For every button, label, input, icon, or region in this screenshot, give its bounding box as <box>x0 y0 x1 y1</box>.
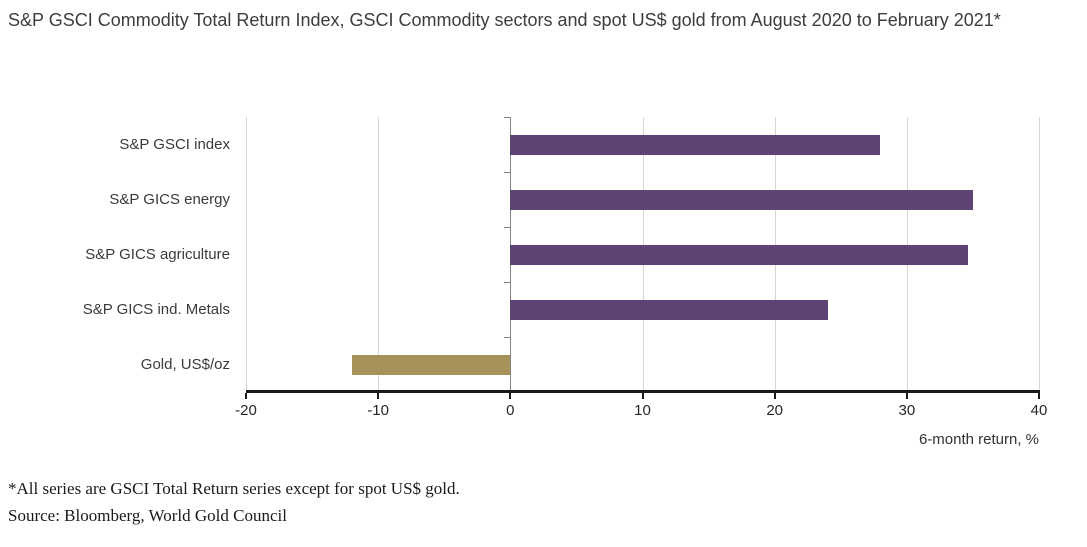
gridline--20 <box>246 117 247 392</box>
x-axis-tick--20 <box>245 393 247 399</box>
bar-s-p-gsci-index <box>510 134 881 155</box>
plot-area <box>246 117 1040 392</box>
source-line: Source: Bloomberg, World Gold Council <box>8 506 287 525</box>
category-label-s-p-gics-ind-metals: S&P GICS ind. Metals <box>82 300 230 318</box>
x-axis-label: 6-month return, % <box>918 431 1039 448</box>
category-label-s-p-gics-agriculture: S&P GICS agriculture <box>85 245 230 263</box>
zero-axis-tick <box>504 117 511 118</box>
x-tick-label-40: 40 <box>1030 402 1048 419</box>
zero-axis-tick <box>504 172 511 173</box>
chart-title: S&P GSCI Commodity Total Return Index, G… <box>8 10 1001 30</box>
zero-axis-tick <box>504 227 511 228</box>
category-label-s-p-gics-energy: S&P GICS energy <box>109 190 230 208</box>
gridline-40 <box>1039 117 1040 392</box>
bar-gold-us-oz <box>351 354 511 375</box>
bar-s-p-gics-agriculture <box>510 244 968 265</box>
x-axis-tick-30 <box>905 393 908 399</box>
x-axis-tick-40 <box>1038 393 1040 399</box>
category-label-s-p-gsci-index: S&P GSCI index <box>119 135 230 153</box>
x-axis-tick-0 <box>509 393 512 399</box>
x-axis-tick-20 <box>773 393 776 399</box>
category-label-gold-us-oz: Gold, US$/oz <box>140 355 230 373</box>
footnote: *All series are GSCI Total Return series… <box>8 479 460 498</box>
bar-chart: S&P GSCI index S&P GICS energy S&P GICS ag… <box>82 117 1048 448</box>
zero-axis-tick <box>504 282 511 283</box>
zero-axis-tick <box>504 337 511 338</box>
x-tick-label-0: 0 <box>506 402 515 419</box>
x-axis-tick--10 <box>377 393 380 399</box>
bar-s-p-gics-ind-metals <box>510 299 828 320</box>
x-tick-label--10: -10 <box>367 402 389 419</box>
x-axis-tick-10 <box>641 393 644 399</box>
x-tick-label--20: -20 <box>235 402 257 419</box>
bar-s-p-gics-energy <box>510 189 973 210</box>
x-tick-label-10: 10 <box>634 402 651 419</box>
x-tick-label-20: 20 <box>766 402 783 419</box>
x-tick-label-30: 30 <box>898 402 916 419</box>
gridline--10 <box>378 117 380 392</box>
x-axis-line <box>246 390 1040 393</box>
